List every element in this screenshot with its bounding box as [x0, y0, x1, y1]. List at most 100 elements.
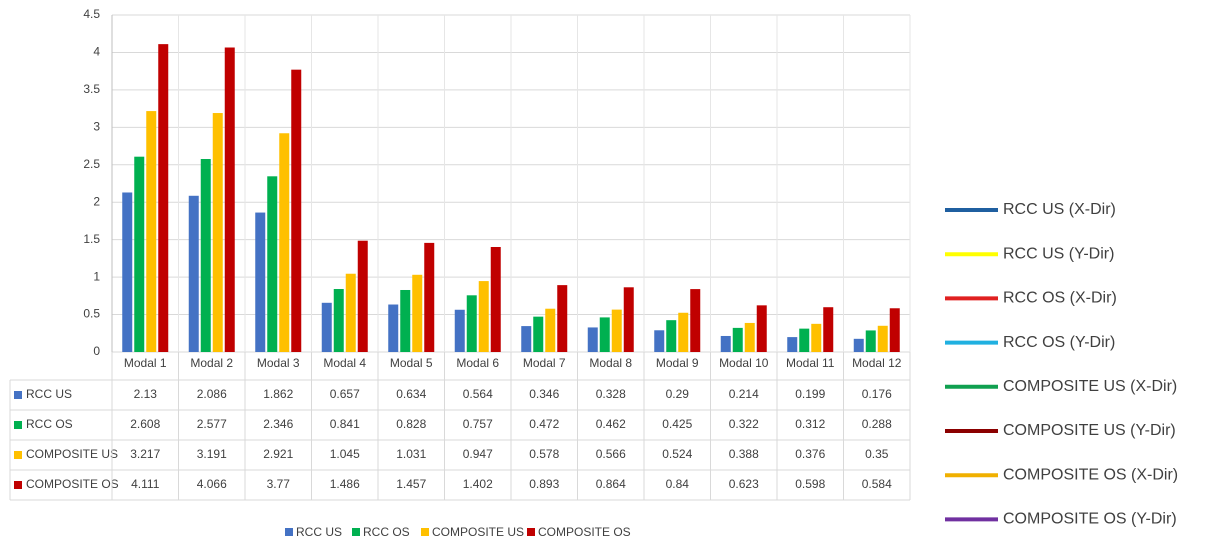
table-cell: 0.388: [729, 447, 759, 461]
y-tick-label: 4.5: [83, 7, 100, 21]
table-row-label: RCC OS: [26, 417, 73, 431]
bar: [678, 312, 689, 352]
bar: [611, 309, 622, 352]
y-tick-label: 1.5: [83, 232, 100, 246]
table-cell: 1.862: [263, 387, 293, 401]
x-tick-label: Modal 1: [124, 356, 167, 370]
table-cell: 0.425: [662, 417, 692, 431]
side-legend-label: COMPOSITE OS (X-Dir): [1003, 466, 1178, 483]
bar: [478, 281, 489, 352]
table-cell: 4.066: [197, 477, 227, 491]
table-cell: 2.346: [263, 417, 293, 431]
table-cell: 0.288: [862, 417, 892, 431]
legend-key: [14, 421, 22, 429]
bar: [400, 289, 411, 352]
y-tick-label: 2.5: [83, 157, 100, 171]
table-cell: 0.199: [795, 387, 825, 401]
table-cell: 0.84: [666, 477, 690, 491]
table-cell: 0.864: [596, 477, 626, 491]
table-cell: 0.29: [666, 387, 690, 401]
table-cell: 0.524: [662, 447, 692, 461]
legend-label: COMPOSITE OS: [538, 525, 631, 539]
bar: [424, 242, 435, 352]
bar: [412, 274, 423, 352]
bar: [454, 309, 465, 352]
legend-key: [527, 528, 535, 536]
bar: [587, 327, 598, 352]
bar: [853, 338, 864, 352]
side-legend-label: COMPOSITE US (Y-Dir): [1003, 422, 1176, 439]
x-tick-label: Modal 7: [523, 356, 566, 370]
table-cell: 0.376: [795, 447, 825, 461]
table-cell: 0.757: [463, 417, 493, 431]
table-cell: 3.77: [267, 477, 291, 491]
x-tick-label: Modal 4: [323, 356, 366, 370]
y-tick-label: 0.5: [83, 307, 100, 321]
bar: [466, 295, 477, 352]
bar: [811, 323, 822, 352]
table-cell: 0.841: [330, 417, 360, 431]
bar: [188, 195, 199, 352]
table-cell: 1.045: [330, 447, 360, 461]
table-cell: 0.598: [795, 477, 825, 491]
bar: [744, 322, 755, 352]
bar: [787, 337, 798, 352]
table-cell: 2.086: [197, 387, 227, 401]
bar: [212, 113, 223, 352]
side-legend-label: RCC US (Y-Dir): [1003, 245, 1114, 262]
legend-label: RCC US: [296, 525, 342, 539]
bar: [545, 308, 556, 352]
table-cell: 0.322: [729, 417, 759, 431]
bar: [823, 307, 834, 352]
bar: [756, 305, 767, 352]
table-cell: 0.462: [596, 417, 626, 431]
bar: [357, 240, 368, 352]
y-tick-label: 3: [93, 120, 100, 134]
table-cell: 0.623: [729, 477, 759, 491]
bar: [720, 335, 731, 352]
bar: [599, 317, 610, 352]
side-legend-label: COMPOSITE US (X-Dir): [1003, 378, 1177, 395]
legend-label: RCC OS: [363, 525, 410, 539]
bar: [521, 326, 532, 352]
bar: [158, 44, 169, 353]
bar: [224, 47, 235, 353]
x-tick-label: Modal 11: [786, 356, 835, 370]
bar: [690, 289, 701, 352]
table-cell: 1.457: [396, 477, 426, 491]
x-tick-label: Modal 10: [719, 356, 769, 370]
bar: [732, 327, 743, 352]
bar: [279, 133, 290, 352]
bar: [122, 192, 133, 352]
table-cell: 0.176: [862, 387, 892, 401]
bar: [654, 330, 665, 352]
x-tick-label: Modal 6: [456, 356, 499, 370]
legend-key: [285, 528, 293, 536]
x-tick-label: Modal 3: [257, 356, 300, 370]
bar: [255, 212, 266, 352]
y-tick-label: 2: [93, 194, 100, 208]
x-tick-label: Modal 2: [190, 356, 233, 370]
table-cell: 2.577: [197, 417, 227, 431]
table-cell: 0.634: [396, 387, 426, 401]
bar: [146, 111, 157, 352]
bar: [666, 320, 677, 352]
table-cell: 0.566: [596, 447, 626, 461]
y-tick-label: 4: [93, 45, 100, 59]
table-cell: 1.402: [463, 477, 493, 491]
table-cell: 0.35: [865, 447, 889, 461]
bar: [490, 247, 501, 352]
side-legend-label: RCC OS (X-Dir): [1003, 290, 1117, 307]
table-cell: 0.584: [862, 477, 892, 491]
x-tick-label: Modal 12: [852, 356, 902, 370]
bar: [321, 302, 332, 352]
bar: [557, 285, 568, 352]
bar: [388, 304, 399, 352]
table-cell: 0.657: [330, 387, 360, 401]
side-legend-label: RCC US (X-Dir): [1003, 201, 1116, 218]
y-tick-label: 1: [93, 269, 100, 283]
y-tick-label: 0: [93, 344, 100, 358]
table-row-label: COMPOSITE OS: [26, 477, 119, 491]
table-cell: 2.13: [134, 387, 158, 401]
